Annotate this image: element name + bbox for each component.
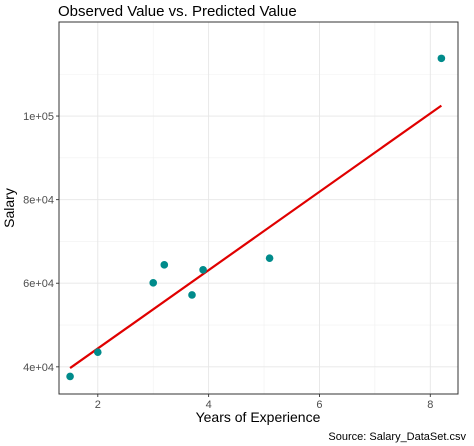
grid xyxy=(59,22,458,394)
y-tick-label: 6e+04 xyxy=(23,278,54,290)
x-axis-ticks: 2 4 6 8 xyxy=(95,394,433,411)
data-point xyxy=(188,291,196,299)
x-tick-label: 2 xyxy=(95,399,101,411)
data-point xyxy=(66,372,74,381)
regression-line xyxy=(69,104,443,369)
x-tick-label: 4 xyxy=(206,399,212,411)
x-axis-title: Years of Experience xyxy=(196,409,321,425)
y-tick-label: 4e+04 xyxy=(23,362,54,374)
data-point xyxy=(437,54,446,63)
data-point xyxy=(199,266,207,274)
x-tick-label: 8 xyxy=(427,399,433,411)
plot-panel xyxy=(58,21,459,395)
fit-line-layer xyxy=(69,104,443,369)
chart-title: Observed Value vs. Predicted Value xyxy=(58,3,297,20)
data-point xyxy=(265,254,274,262)
y-tick-label: 1e+05 xyxy=(23,111,54,123)
y-axis-ticks: 4e+04 6e+04 8e+04 1e+05 xyxy=(23,111,59,374)
x-tick-label: 6 xyxy=(316,399,322,411)
source-caption: Source: Salary_DataSet.csv xyxy=(328,431,466,443)
points-layer xyxy=(66,54,446,381)
y-axis-title: Salary xyxy=(1,188,17,228)
y-tick-label: 8e+04 xyxy=(23,195,54,207)
data-point xyxy=(93,348,102,357)
data-point xyxy=(149,279,158,287)
data-point xyxy=(160,261,169,269)
